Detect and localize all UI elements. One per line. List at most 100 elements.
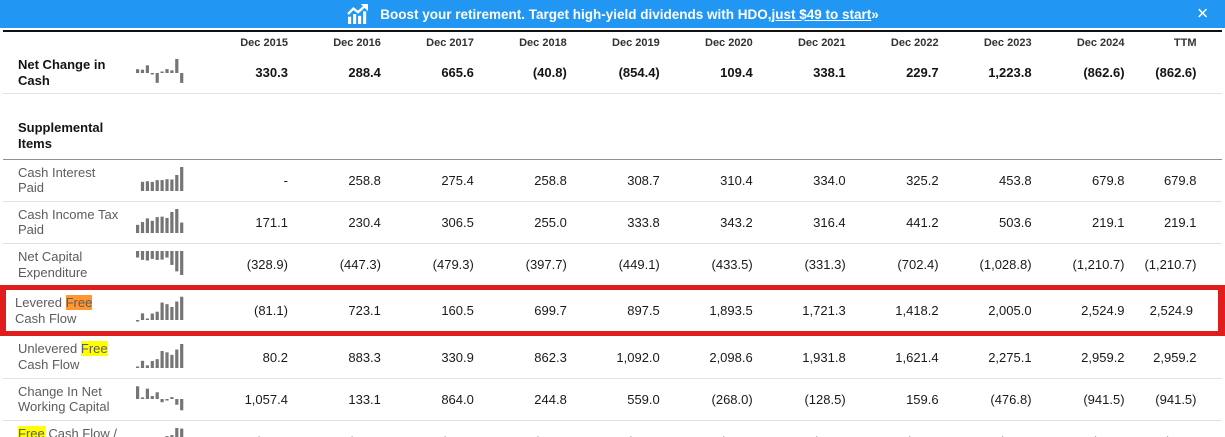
sparkline-icon: [123, 159, 199, 202]
promo-banner: Boost your retirement. Target high-yield…: [0, 0, 1225, 28]
cell-cash-income-tax-paid-dec-2015: 171.1: [199, 201, 292, 245]
cell-unlevered-free-cash-flow-dec-2024: 2,959.2: [1035, 333, 1129, 379]
sparkline-icon: [123, 378, 199, 421]
cell-unlevered-free-cash-flow-dec-2022: 1,621.4: [849, 333, 943, 379]
search-highlight: Free: [80, 341, 108, 357]
banner-text: Boost your retirement. Target high-yield…: [380, 6, 772, 22]
column-header-dec-2019: Dec 2019: [612, 37, 660, 49]
table-row-levered-free-cash-flow: Levered Free Cash Flow (81.1) 723.1 160.5 69…: [0, 285, 1225, 337]
cell-change-in-net-working-capital-dec-2019: 559.0: [570, 378, 664, 421]
cell-net-change-in-cash-dec-2018: (40.8): [477, 52, 571, 95]
banner-offer-link[interactable]: just $49 to start: [771, 6, 872, 22]
cell-net-change-in-cash-dec-2016: 288.4: [291, 52, 385, 95]
cell-cash-income-tax-paid-dec-2023: 503.6: [942, 201, 1036, 245]
column-header-dec-2022: Dec 2022: [890, 37, 939, 49]
cell-free-cash-flow-per-share-dec-2015: $0.18: [199, 420, 292, 437]
cell-unlevered-free-cash-flow-dec-2018: 862.3: [477, 333, 571, 379]
table-row-supplemental-items: Supplemental Items: [3, 93, 1222, 160]
sparkline-column-header: [123, 31, 199, 52]
table-row-net-capital-expenditure: Net Capital Expenditure (328.9) (447.3) (47…: [3, 243, 1222, 289]
cell-cash-interest-paid-dec-2022: 325.2: [849, 159, 943, 202]
row-label: Net Change in Cash: [3, 52, 123, 95]
cell-net-change-in-cash-dec-2015: 330.3: [199, 52, 292, 95]
cell-free-cash-flow-per-share-dec-2018: $0.28: [477, 420, 571, 437]
cell-levered-free-cash-flow-dec-2019: 897.5: [570, 285, 664, 337]
cell-free-cash-flow-per-share-dec-2019: $0.47: [570, 420, 664, 437]
cell-cash-interest-paid-dec-2024: 679.8: [1035, 159, 1129, 202]
cell-unlevered-free-cash-flow-dec-2023: 2,275.1: [942, 333, 1036, 379]
cell-cash-income-tax-paid-dec-2017: 306.5: [384, 201, 478, 245]
cell-net-change-in-cash-dec-2022: 229.7: [849, 52, 943, 95]
cell-free-cash-flow-per-share-ttm: $1.15: [1128, 420, 1222, 437]
cell-net-capital-expenditure-dec-2017: (479.3): [384, 243, 478, 289]
cell-levered-free-cash-flow-dec-2020: 1,893.5: [663, 285, 757, 337]
cell-free-cash-flow-per-share-dec-2016: $0.29: [291, 420, 385, 437]
cell-levered-free-cash-flow-dec-2024: 2,524.9: [1035, 285, 1129, 337]
cell-free-cash-flow-per-share-dec-2020: $0.30: [663, 420, 757, 437]
cell-unlevered-free-cash-flow-dec-2017: 330.9: [384, 333, 478, 379]
cell-levered-free-cash-flow-dec-2016: 723.1: [291, 285, 385, 337]
cell-free-cash-flow-per-share-dec-2022: $0.83: [849, 420, 943, 437]
cell-cash-interest-paid-dec-2020: 310.4: [663, 159, 757, 202]
table-header-row: Dec 2015 Dec 2016 Dec 2017 Dec 2018 Dec 2019…: [3, 31, 1222, 52]
row-label: Net Capital Expenditure: [3, 243, 123, 289]
close-icon[interactable]: ✕: [1196, 5, 1209, 23]
cell-change-in-net-working-capital-ttm: (941.5): [1128, 378, 1222, 421]
table-row-change-in-net-working-capital: Change In Net Working Capital 1,057.4 133.…: [3, 378, 1222, 421]
sparkline-icon: [123, 243, 199, 289]
cell-unlevered-free-cash-flow-dec-2016: 883.3: [291, 333, 385, 379]
section-title: Supplemental Items: [18, 120, 104, 152]
cell-net-change-in-cash-dec-2024: (862.6): [1035, 52, 1129, 95]
cell-cash-interest-paid-dec-2018: 258.8: [477, 159, 571, 202]
column-header-dec-2016: Dec 2016: [333, 37, 381, 49]
cell-cash-income-tax-paid-dec-2022: 441.2: [849, 201, 943, 245]
cell-net-capital-expenditure-dec-2024: (1,210.7): [1035, 243, 1129, 289]
cash-flow-table: Dec 2015 Dec 2016 Dec 2017 Dec 2018 Dec 2019…: [0, 30, 1225, 437]
cell-levered-free-cash-flow-dec-2015: (81.1): [199, 285, 292, 337]
cell-cash-interest-paid-dec-2017: 275.4: [384, 159, 478, 202]
cell-unlevered-free-cash-flow-dec-2021: 1,931.8: [756, 333, 850, 379]
cell-net-change-in-cash-dec-2017: 665.6: [384, 52, 478, 95]
table-row-net-change-in-cash: Net Change in Cash 330.3 288.4 665.6 (40.8)(…: [3, 52, 1222, 95]
cell-net-capital-expenditure-dec-2021: (331.3): [756, 243, 850, 289]
cell-net-capital-expenditure-dec-2018: (397.7): [477, 243, 571, 289]
cell-cash-interest-paid-dec-2023: 453.8: [942, 159, 1036, 202]
cell-change-in-net-working-capital-dec-2020: (268.0): [663, 378, 757, 421]
cell-net-capital-expenditure-dec-2022: (702.4): [849, 243, 943, 289]
sparkline-icon: [123, 333, 199, 379]
cell-change-in-net-working-capital-dec-2017: 864.0: [384, 378, 478, 421]
row-label: Change In Net Working Capital: [3, 378, 123, 421]
search-highlight: Free: [18, 425, 45, 437]
cell-change-in-net-working-capital-dec-2016: 133.1: [291, 378, 385, 421]
label-column-header: [3, 31, 123, 52]
cell-levered-free-cash-flow-dec-2022: 1,418.2: [849, 285, 943, 337]
cell-free-cash-flow-per-share-dec-2024: $1.15: [1035, 420, 1129, 437]
cell-net-change-in-cash-dec-2019: (854.4): [570, 52, 664, 95]
sparkline-icon: [123, 201, 199, 245]
banner-arrow: »: [871, 6, 879, 22]
cell-cash-interest-paid-dec-2016: 258.8: [291, 159, 385, 202]
sparkline-icon: [123, 52, 199, 95]
cell-cash-interest-paid-ttm: 679.8: [1128, 159, 1222, 202]
cell-change-in-net-working-capital-dec-2015: 1,057.4: [199, 378, 292, 421]
cell-change-in-net-working-capital-dec-2023: (476.8): [942, 378, 1036, 421]
cell-net-capital-expenditure-dec-2023: (1,028.8): [942, 243, 1036, 289]
column-header-dec-2021: Dec 2021: [797, 37, 846, 49]
cell-levered-free-cash-flow-dec-2021: 1,721.3: [756, 285, 850, 337]
cell-cash-income-tax-paid-dec-2019: 333.8: [570, 201, 664, 245]
cell-net-change-in-cash-dec-2020: 109.4: [663, 52, 757, 95]
table-row-cash-interest-paid: Cash Interest Paid -258.8 275.4 258.8 308.7 3…: [3, 159, 1222, 202]
cell-net-change-in-cash-ttm: (862.6): [1128, 52, 1222, 95]
cell-free-cash-flow-per-share-dec-2017: $0.60: [384, 420, 478, 437]
column-header-dec-2018: Dec 2018: [519, 37, 567, 49]
row-label: Cash Interest Paid: [3, 159, 123, 202]
cell-cash-income-tax-paid-ttm: 219.1: [1128, 201, 1222, 245]
row-label: Cash Income Tax Paid: [3, 201, 123, 245]
cell-net-capital-expenditure-dec-2015: (328.9): [199, 243, 292, 289]
row-label: Unlevered Free Cash Flow: [3, 333, 123, 379]
cell-free-cash-flow-per-share-dec-2021: $0.78: [756, 420, 850, 437]
cell-cash-interest-paid-dec-2019: 308.7: [570, 159, 664, 202]
cell-unlevered-free-cash-flow-dec-2020: 2,098.6: [663, 333, 757, 379]
cell-cash-income-tax-paid-dec-2018: 255.0: [477, 201, 571, 245]
